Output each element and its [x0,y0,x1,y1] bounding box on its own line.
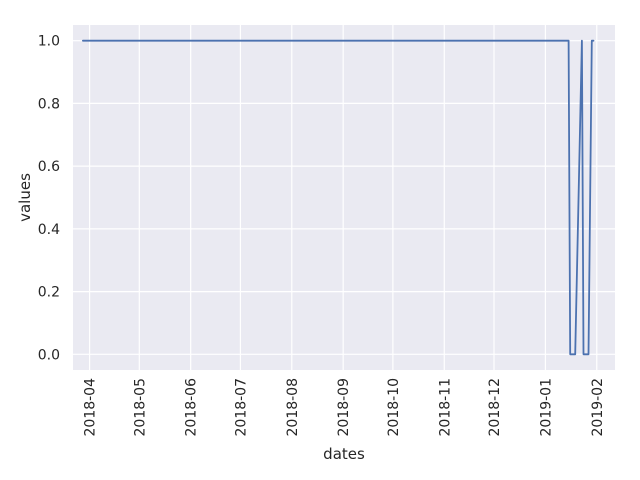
x-tick-labels: 2018-04 2018-05 2018-06 2018-07 2018-08 2018-… [83,378,606,437]
y-tick-label: 0.2 [38,285,60,301]
x-tick-label: 2018-04 [83,378,99,437]
x-tick-label: 2018-10 [386,378,402,437]
x-tick-label: 2018-11 [437,378,453,437]
x-tick-label: 2019-02 [590,378,606,437]
x-tick-label: 2019-01 [538,378,554,437]
x-tick-label: 2018-05 [132,378,148,437]
y-tick-label: 0.0 [38,347,60,363]
x-axis-title: dates [323,445,365,463]
x-tick-label: 2018-07 [233,378,249,437]
series-layer [82,39,595,356]
x-tick-label: 2018-08 [285,378,301,437]
x-tick-label: 2018-09 [336,378,352,437]
series-line [82,39,595,356]
x-gridlines [88,25,598,370]
y-tick-label: 0.8 [38,96,60,112]
y-tick-labels: 0.0 0.2 0.4 0.6 0.8 1.0 [38,34,60,364]
x-tick-label: 2018-06 [184,378,200,437]
y-axis-title: values [16,173,34,222]
x-tick-label: 2018-12 [487,378,503,437]
plot-background [73,25,615,370]
y-tick-label: 0.4 [38,222,60,238]
y-tick-label: 0.6 [38,159,60,175]
y-tick-label: 1.0 [38,34,60,50]
